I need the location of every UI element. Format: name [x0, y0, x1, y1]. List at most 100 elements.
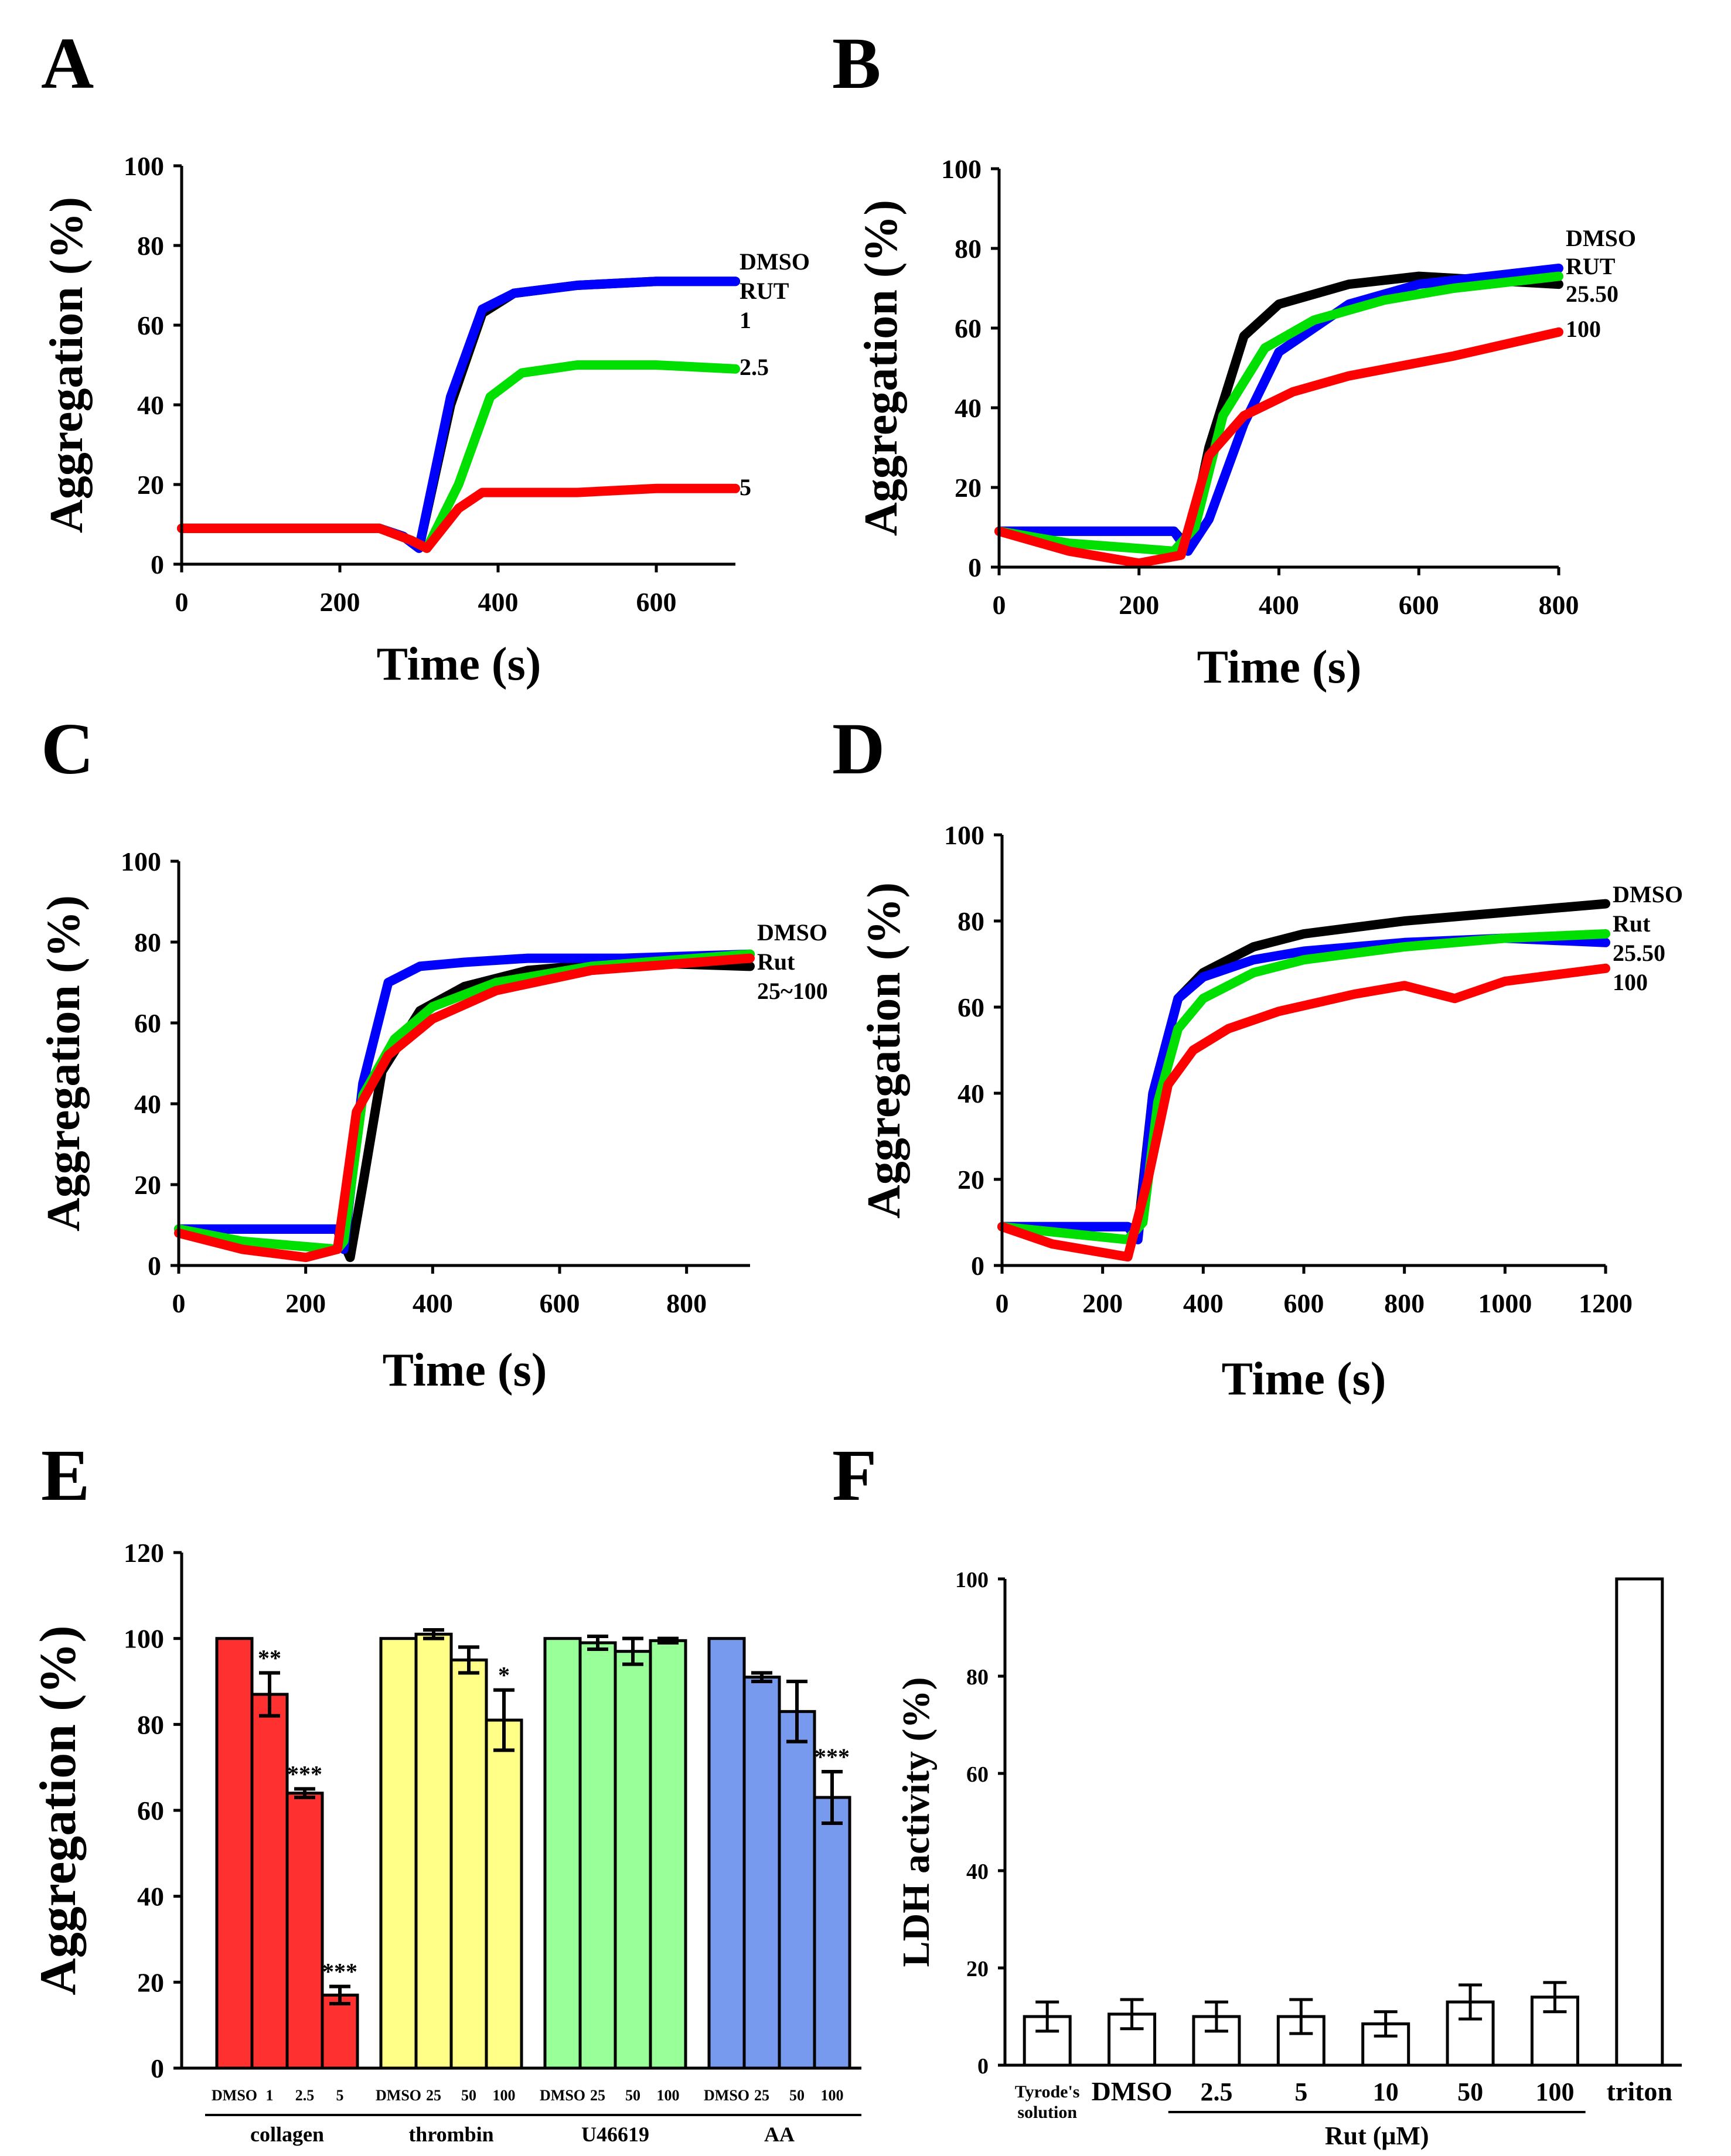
y-axis-title: Aggregation (%) — [858, 882, 910, 1219]
panel-letter-f: F — [832, 1435, 877, 1516]
series-label: DMSO — [1566, 225, 1636, 251]
x-axis-title: Time (s) — [1222, 1353, 1386, 1405]
series-label: 1 — [740, 307, 751, 333]
series-label: 2.5 — [740, 354, 769, 380]
x-tick-label: Tyrode's — [1015, 2082, 1080, 2102]
x-tick-label: 1200 — [1579, 1288, 1633, 1318]
bar — [813, 1796, 851, 2070]
y-tick-label: 0 — [151, 2053, 164, 2083]
bar — [578, 1641, 617, 2070]
series-label: RUT — [740, 278, 789, 304]
y-tick-label: 0 — [151, 550, 164, 579]
y-tick-label: 100 — [121, 847, 161, 876]
bar — [649, 1639, 687, 2070]
y-axis-title: LDH activity (%) — [895, 1677, 938, 1967]
y-tick-label: 40 — [134, 1089, 161, 1119]
y-tick-label: 40 — [966, 1860, 989, 1884]
group-label: collagen — [250, 2123, 324, 2146]
y-axis-title: Aggregation (%) — [38, 895, 90, 1231]
x-tick-label: 600 — [1399, 590, 1439, 620]
y-tick-label: 80 — [966, 1665, 989, 1690]
bar — [449, 1658, 488, 2070]
bar — [215, 1637, 254, 2070]
chart-a: 0 20 40 60 80 100 0 200 400 600 Time (s) Aggregatio… — [41, 151, 810, 690]
x-tick-label: 5 — [1294, 2077, 1307, 2106]
x-tick-label: 600 — [636, 587, 677, 617]
y-tick-label: 0 — [971, 1251, 984, 1281]
x-tick-label: DMSO — [1092, 2076, 1173, 2106]
x-tick-label: 1000 — [1478, 1288, 1532, 1318]
series-line-1 — [994, 264, 1563, 556]
series-line-2 — [994, 271, 1563, 556]
y-tick-label: 80 — [955, 234, 982, 264]
y-tick-label: 20 — [966, 1957, 989, 1981]
x-tick-label: 100 — [1535, 2077, 1574, 2106]
y-axis-title: Aggregation (%) — [856, 200, 907, 536]
x-tick-label: 0 — [996, 1288, 1009, 1318]
series-line-3 — [174, 953, 755, 1263]
bar — [379, 1637, 418, 2070]
x-tick-label: 50 — [1457, 2077, 1483, 2106]
group-label: AA — [764, 2123, 795, 2146]
x-tick-label: triton — [1607, 2076, 1672, 2106]
chart-c: 0 20 40 60 80 100 0 200 400 600 800 Time (s) Aggrega… — [38, 847, 828, 1396]
x-tick-label: 200 — [320, 587, 360, 617]
series-label: 25~100 — [757, 978, 828, 1004]
y-tick-label: 40 — [955, 393, 982, 423]
panel-letter-c: C — [41, 709, 94, 790]
bar — [1361, 2022, 1410, 2067]
x-tick-label: 0 — [175, 587, 189, 617]
x-tick-label: 50 — [625, 2087, 640, 2104]
x-tick-label: 400 — [478, 587, 519, 617]
y-tick-label: 20 — [137, 470, 164, 500]
y-tick-label: 0 — [968, 552, 982, 582]
x-tick-label: 50 — [789, 2087, 805, 2104]
x-tick-label: 800 — [666, 1288, 707, 1318]
x-tick-label: 25 — [426, 2087, 441, 2104]
series-line-3 — [997, 963, 1610, 1262]
series-label: 25.50 — [1566, 281, 1618, 307]
y-tick-label: 20 — [134, 1170, 161, 1200]
series-label: 100 — [1613, 969, 1648, 995]
x-tick-label: 200 — [285, 1288, 326, 1318]
bar — [321, 1993, 359, 2070]
bar — [1615, 1577, 1664, 2067]
x-tick-label: 200 — [1082, 1288, 1123, 1318]
bar — [742, 1676, 781, 2070]
y-tick-label: 100 — [944, 820, 984, 850]
y-tick-label: 80 — [957, 906, 984, 936]
panel-letter-b: B — [832, 23, 881, 104]
y-tick-label: 0 — [977, 2054, 989, 2079]
x-tick-label: 2.5 — [295, 2087, 315, 2104]
x-axis-title: Time (s) — [1197, 642, 1362, 693]
bar — [778, 1710, 816, 2070]
y-tick-label: 80 — [137, 1710, 164, 1739]
y-tick-label: 60 — [957, 992, 984, 1022]
x-axis-title: Time (s) — [377, 639, 541, 690]
group-label: Rut (μM) — [1325, 2121, 1429, 2150]
panel-letter-e: E — [41, 1435, 90, 1516]
y-tick-label: 100 — [955, 1568, 989, 1592]
series-label: DMSO — [740, 248, 810, 275]
y-tick-label: 60 — [137, 1796, 164, 1826]
y-tick-label: 100 — [124, 151, 164, 181]
x-tick-label: 600 — [540, 1288, 580, 1318]
significance-marker: ** — [258, 1645, 281, 1671]
series-label: DMSO — [1613, 881, 1683, 908]
chart-e: DMSO ** 1 *** 2.5 *** 5 collagen DMSO 25 50 * 100 thr… — [30, 1538, 861, 2146]
significance-marker: *** — [815, 1744, 850, 1770]
significance-marker: *** — [322, 1959, 357, 1985]
y-tick-label: 60 — [137, 311, 164, 340]
x-tick-label: 200 — [1119, 590, 1159, 620]
series-label: Rut — [757, 949, 795, 975]
series-label: RUT — [1566, 253, 1616, 279]
x-tick-label: 100 — [493, 2087, 516, 2104]
y-tick-label: 80 — [134, 927, 161, 957]
y-tick-label: 60 — [966, 1762, 989, 1787]
bar — [485, 1718, 523, 2070]
y-tick-label: 100 — [124, 1624, 164, 1654]
x-tick-label: 800 — [1384, 1288, 1425, 1318]
y-tick-label: 120 — [124, 1538, 164, 1568]
